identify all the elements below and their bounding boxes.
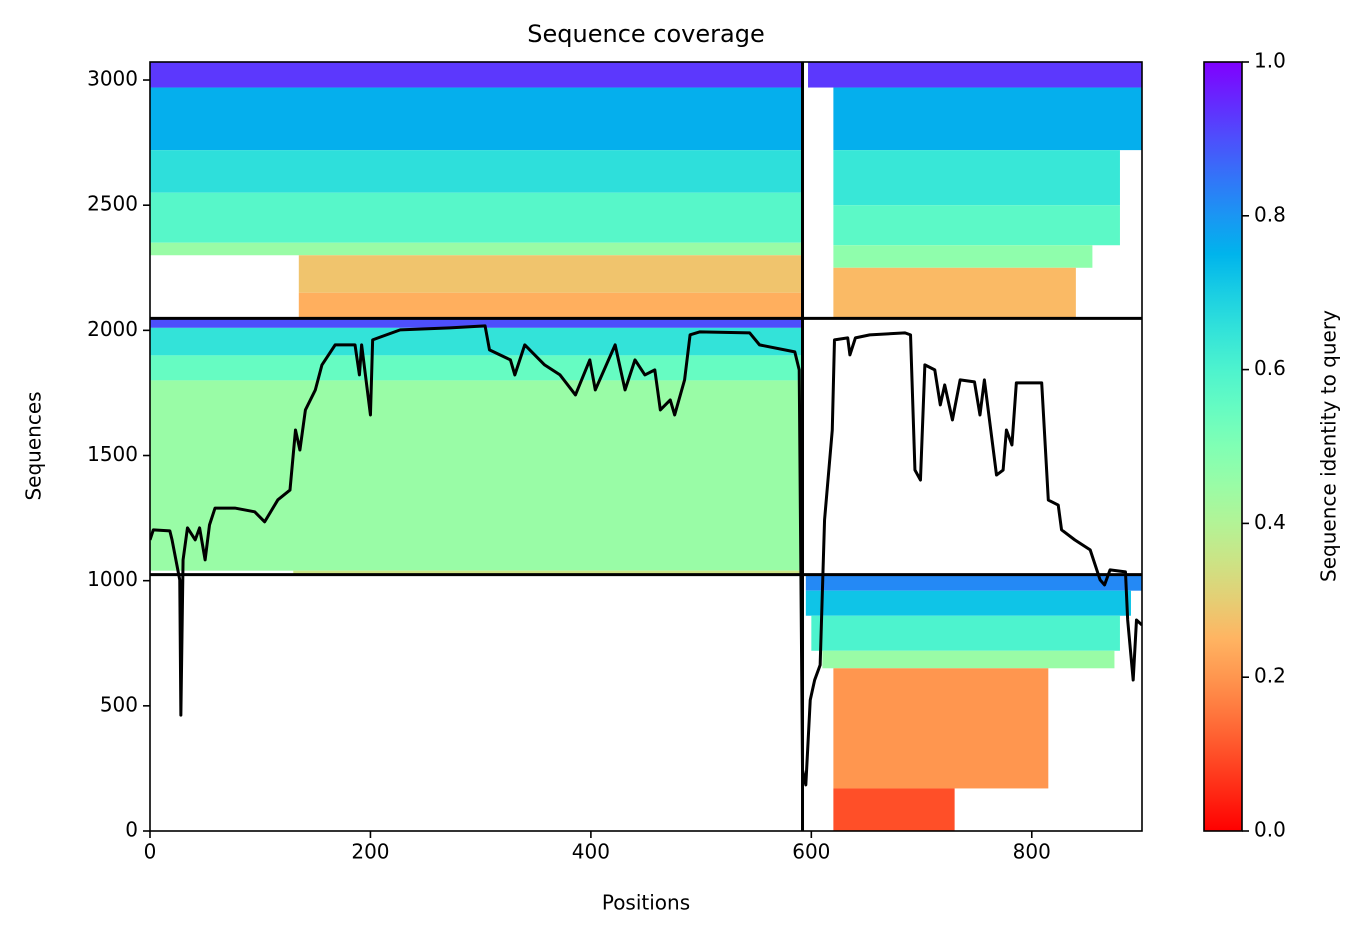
heatmap-cell	[805, 574, 1142, 591]
x-tick-label: 200	[351, 840, 389, 864]
heatmap-cell	[150, 380, 803, 571]
y-tick-label: 1500	[87, 442, 138, 466]
colorbar-tick-label: 0.8	[1254, 202, 1286, 226]
coverage-line	[150, 324, 1142, 787]
heatmap-cell	[833, 267, 1076, 319]
heatmap-cell	[822, 650, 1115, 669]
x-tick-label: 400	[572, 840, 610, 864]
colorbar-tick-label: 0.4	[1254, 510, 1286, 534]
x-tick-label: 0	[144, 840, 157, 864]
heatmap-cell	[833, 87, 1142, 151]
colorbar-label: Sequence identity to query	[1317, 310, 1341, 582]
heatmap-cell	[293, 570, 803, 575]
y-tick-label: 3000	[87, 67, 138, 91]
heatmap-cell	[298, 292, 803, 319]
x-tick-label: 600	[792, 840, 830, 864]
heatmap-cell	[811, 615, 1120, 651]
x-tick-label: 800	[1013, 840, 1051, 864]
chart-title: Sequence coverage	[527, 20, 764, 48]
heatmap-cell	[150, 62, 803, 88]
y-tick-label: 0	[125, 818, 138, 842]
heatmap-cell	[150, 192, 803, 243]
x-axis-label: Positions	[602, 891, 690, 915]
heatmap-cell	[150, 318, 803, 328]
heatmap-cell	[150, 87, 803, 151]
heatmap-cell	[150, 150, 803, 193]
heatmap-cell	[833, 150, 1120, 206]
y-tick-label: 500	[100, 692, 138, 716]
colorbar-tick-label: 0.6	[1254, 356, 1286, 380]
heatmap-cell	[298, 255, 803, 293]
y-tick-label: 2000	[87, 317, 138, 341]
y-tick-label: 2500	[87, 192, 138, 216]
plot-frame	[149, 61, 1143, 832]
heatmap-cell	[833, 788, 955, 831]
heatmap-cell	[833, 668, 1049, 789]
heatmap-cell	[150, 355, 803, 381]
heatmap-cell	[150, 242, 803, 256]
heatmap-cell	[833, 205, 1120, 246]
colorbar	[1203, 61, 1243, 832]
y-axis-label: Sequences	[22, 391, 46, 500]
heatmap-cell	[805, 590, 1131, 616]
heatmap-cell	[833, 245, 1093, 268]
heatmap-cell	[808, 62, 1142, 88]
colorbar-tick-label: 0.0	[1254, 818, 1286, 842]
colorbar-tick-label: 0.2	[1254, 664, 1286, 688]
colorbar-tick-label: 1.0	[1254, 49, 1286, 73]
y-tick-label: 1000	[87, 567, 138, 591]
